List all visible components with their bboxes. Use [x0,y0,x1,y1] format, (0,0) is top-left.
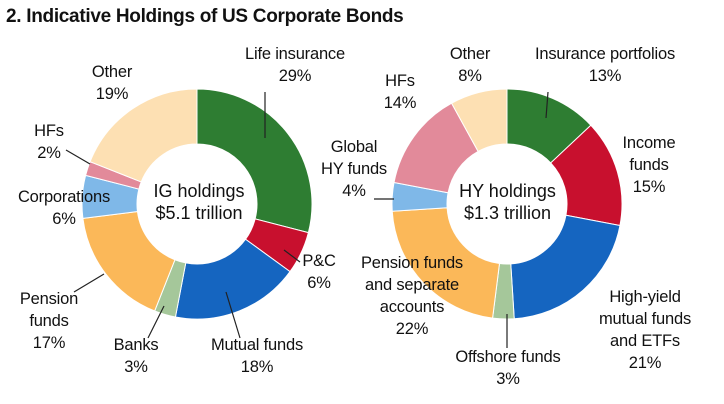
hy-slice-pension-funds-and-separate-accounts [391,207,501,319]
ig-center-title: IG holdings [153,181,245,201]
ig-label-pension-funds: Pension funds 17% [19,290,79,352]
hy-label-pension-funds: Pension funds and separate accounts 22% [361,254,463,338]
ig-slice-life-insurance [196,88,313,234]
hy-label-offshore-funds: Offshore funds 3% [455,348,561,388]
hy-label-hfs: HFs 14% [383,72,417,112]
ig-leader-pension-funds [73,273,105,293]
ig-leader-banks [147,305,165,339]
ig-label-hfs: HFs 2% [34,122,64,162]
hy-label-global-hy-funds: Global HY funds 4% [321,138,387,200]
hy-center-title: HY holdings [459,181,556,201]
hy-label-income-funds: Income funds 15% [622,134,676,196]
hy-label-insurance-portfolios: Insurance portfolios 13% [535,45,675,85]
ig-center-amount: $5.1 trillion [155,203,243,223]
ig-label-life-insurance: Life insurance 29% [245,45,345,85]
hy-leader-insurance-portfolios [545,91,549,119]
ig-label-other: Other 19% [91,63,133,103]
hy-label-high-yield: High-yield mutual funds and ETFs 21% [598,288,692,372]
ig-leader-hfs [65,149,91,165]
figure-title: 2. Indicative Holdings of US Corporate B… [6,6,404,27]
ig-leader-pc [283,249,301,263]
hy-label-other: Other 8% [449,45,491,85]
ig-center-label: IG holdings $5.1 trillion [144,180,254,224]
hy-center-amount: $1.3 trillion [463,203,552,223]
ig-label-mutual-funds: Mutual funds 18% [210,336,304,376]
ig-leader-mutual-funds [225,291,241,339]
hy-slice-other [450,88,508,153]
ig-label-banks: Banks 3% [113,336,159,376]
ig-label-pc: P&C 6% [302,252,336,292]
ig-slice-other [89,88,198,183]
hy-center-label: HY holdings $1.3 trillion [450,180,565,224]
ig-label-corporations: Corporations 6% [17,188,111,228]
